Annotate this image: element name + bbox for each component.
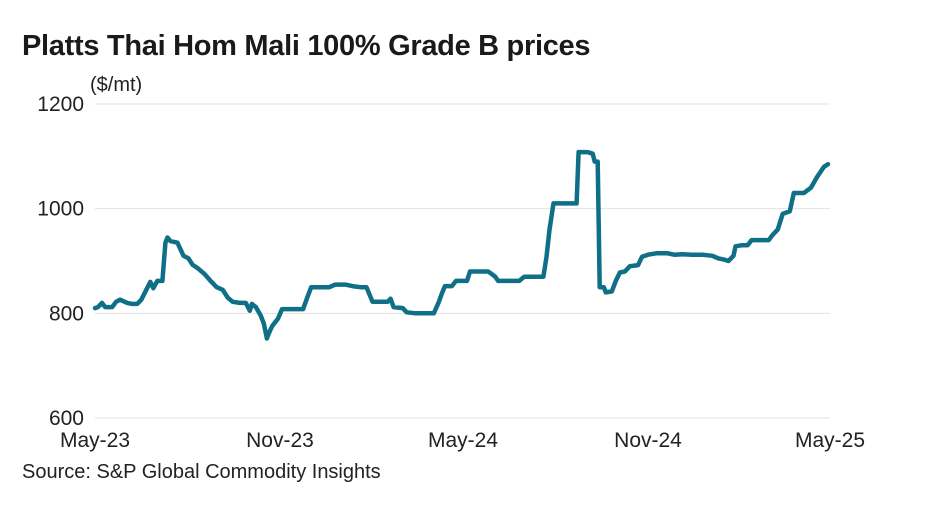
y-axis-unit-label: ($/mt) — [90, 74, 143, 96]
chart-title: Platts Thai Hom Mali 100% Grade B prices — [22, 30, 591, 62]
x-axis-ticks: May-23 Nov-23 May-24 Nov-24 May-25 — [60, 429, 865, 452]
x-tick-label: May-25 — [795, 429, 865, 452]
series-group — [92, 149, 831, 341]
y-tick-label: 600 — [49, 407, 84, 430]
price-series-line — [92, 149, 831, 341]
y-tick-label: 1000 — [37, 198, 84, 221]
x-tick-label: Nov-23 — [246, 429, 314, 452]
x-tick-label: May-24 — [428, 429, 498, 452]
x-tick-label: May-23 — [60, 429, 130, 452]
gridlines — [95, 103, 830, 419]
y-tick-label: 1200 — [37, 93, 84, 116]
source-note: Source: S&P Global Commodity Insights — [22, 461, 381, 483]
y-axis-ticks: 600 800 1000 1200 — [37, 93, 84, 430]
x-tick-label: Nov-24 — [614, 429, 682, 452]
y-tick-label: 800 — [49, 302, 84, 325]
